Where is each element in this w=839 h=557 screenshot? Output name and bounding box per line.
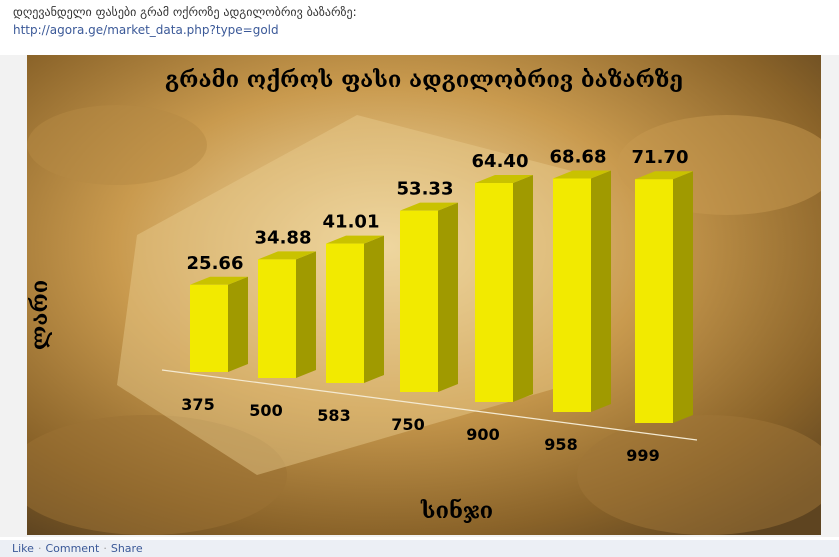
y-axis-label: ლარი [27, 280, 53, 351]
bar-side [513, 175, 533, 402]
bar-top [475, 175, 533, 184]
bar-value-label: 71.70 [632, 147, 689, 168]
chart-baseline [161, 369, 698, 441]
bar-value-label: 25.66 [187, 253, 244, 274]
bar-value-label: 34.88 [255, 227, 312, 248]
post-text: დღევანდელი ფასები გრამ ოქროზე ადგილობრივ… [13, 5, 357, 19]
share-link[interactable]: Share [110, 542, 143, 555]
x-tick-label: 500 [249, 401, 282, 420]
x-tick-label: 999 [626, 446, 659, 465]
x-tick-label: 900 [466, 425, 499, 444]
post-actions: Like · Comment · Share [0, 540, 839, 557]
bar-side [364, 235, 384, 383]
bar-top [635, 171, 693, 180]
bar-top [326, 235, 384, 244]
bar [635, 179, 673, 423]
x-tick-label: 375 [181, 395, 214, 414]
bar-side [591, 170, 611, 412]
bar-value-label: 41.01 [323, 212, 380, 233]
like-link[interactable]: Like [12, 542, 34, 555]
bar-side [296, 251, 316, 378]
bar-value-label: 68.68 [550, 146, 607, 167]
x-tick-label: 750 [391, 415, 424, 434]
bar [190, 284, 228, 372]
bar-side [438, 202, 458, 392]
chart-title: გრამი ოქროს ფასი ადგილობრივ ბაზარზე [165, 67, 683, 93]
bar-top [553, 170, 611, 179]
bar [326, 243, 364, 383]
bar-value-label: 53.33 [397, 179, 454, 200]
x-axis-label: სინჯი [420, 498, 493, 524]
bar [258, 259, 296, 378]
post-caption: დღევანდელი ფასები გრამ ოქროზე ადგილობრივ… [13, 3, 357, 39]
x-tick-label: 958 [544, 435, 577, 454]
bar-top [400, 202, 458, 211]
bar-value-label: 64.40 [472, 151, 529, 172]
bar-top [190, 276, 248, 285]
post-link[interactable]: http://agora.ge/market_data.php?type=gol… [13, 23, 279, 37]
chart-image[interactable]: გრამი ოქროს ფასი ადგილობრივ ბაზარზე ლარი… [27, 55, 821, 535]
x-tick-label: 583 [317, 406, 350, 425]
bar [400, 210, 438, 392]
bar-top [258, 251, 316, 260]
bar [553, 178, 591, 412]
comment-link[interactable]: Comment [45, 542, 100, 555]
bar [475, 183, 513, 402]
bar-side [673, 171, 693, 423]
bar-side [228, 276, 248, 372]
